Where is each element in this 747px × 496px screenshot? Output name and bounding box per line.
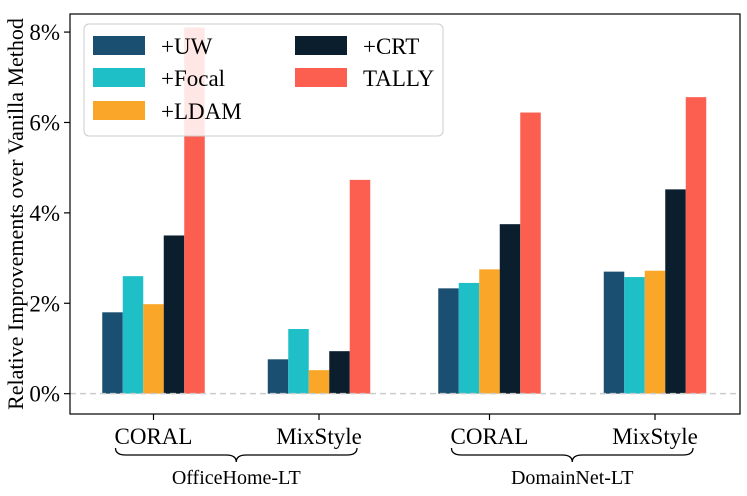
legend-label: TALLY — [363, 66, 435, 91]
y-tick-label: 2% — [29, 291, 60, 316]
bar-tally-3 — [685, 97, 707, 394]
bar-uw-1 — [267, 359, 289, 394]
legend-swatch — [93, 36, 145, 55]
y-tick-label: 0% — [29, 382, 60, 407]
group-label: OfficeHome-LT — [172, 467, 301, 489]
group-brace — [114, 447, 358, 463]
bar-uw-3 — [603, 271, 625, 394]
x-tick-label: MixStyle — [276, 424, 362, 449]
bar-ldam-2 — [479, 269, 500, 394]
x-axis-ticks: CORAL MixStyle CORAL MixStyle — [115, 414, 698, 449]
legend-label: +UW — [161, 34, 213, 59]
bar-focal-0 — [122, 276, 144, 394]
bar-crt-3 — [665, 189, 686, 394]
bar-focal-3 — [624, 277, 645, 394]
y-tick-label: 6% — [29, 110, 60, 135]
bars-layer — [102, 27, 707, 394]
bar-uw-0 — [102, 312, 123, 394]
legend-box — [83, 23, 444, 137]
bar-ldam-1 — [308, 370, 330, 394]
bar-uw-2 — [438, 288, 459, 394]
bar-focal-2 — [458, 282, 480, 394]
axes-frame — [69, 13, 741, 415]
x-tick-label: CORAL — [451, 424, 529, 449]
legend-swatch — [295, 68, 347, 87]
y-tick-label: 4% — [29, 201, 60, 226]
bar-ldam-0 — [143, 304, 164, 394]
group-label: DomainNet-LT — [511, 467, 634, 489]
bar-tally-2 — [520, 112, 541, 394]
bar-crt-1 — [329, 351, 350, 394]
group-braces: OfficeHome-LT DomainNet-LT — [114, 447, 694, 489]
bar-crt-2 — [499, 224, 521, 394]
y-axis-ticks: 0% 2% 4% 6% 8% — [29, 20, 70, 407]
bar-ldam-3 — [644, 270, 666, 394]
legend: +UW +Focal +LDAM +CRT TALLY — [83, 23, 444, 137]
bar-crt-0 — [163, 235, 185, 394]
legend-label: +LDAM — [161, 99, 242, 124]
legend-label: +CRT — [363, 34, 419, 59]
y-axis-label: Relative Improvements over Vanilla Metho… — [3, 18, 28, 410]
legend-swatch — [295, 36, 347, 55]
legend-swatch — [93, 101, 145, 120]
y-tick-label: 8% — [29, 20, 60, 45]
group-brace — [450, 447, 694, 463]
x-tick-label: CORAL — [115, 424, 193, 449]
bar-tally-1 — [349, 179, 371, 394]
x-tick-label: MixStyle — [612, 424, 698, 449]
bar-focal-1 — [288, 329, 309, 394]
legend-label: +Focal — [161, 66, 225, 91]
legend-swatch — [93, 68, 145, 87]
